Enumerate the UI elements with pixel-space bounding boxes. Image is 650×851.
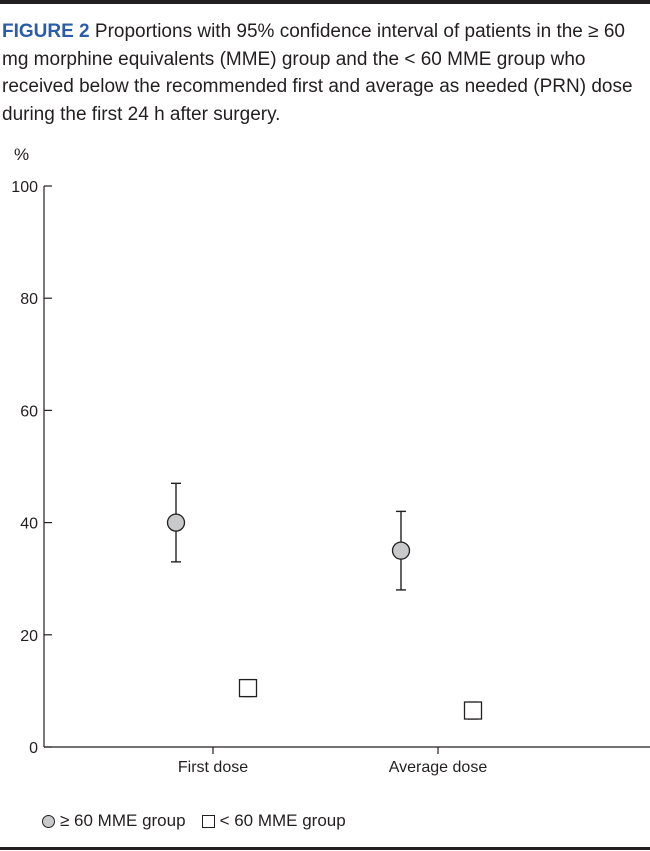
data-point-circle bbox=[391, 541, 411, 560]
y-tick-label: 100 bbox=[11, 179, 38, 196]
figure-caption: FIGURE 2 Proportions with 95% confidence… bbox=[2, 18, 648, 128]
y-tick-label: 60 bbox=[20, 403, 38, 420]
bottom-rule bbox=[0, 847, 650, 850]
y-tick-label: 80 bbox=[20, 291, 38, 308]
figure-label: FIGURE 2 bbox=[2, 21, 90, 42]
legend-label-lt60: < 60 MME group bbox=[219, 811, 346, 830]
legend-label-ge60: ≥ 60 MME group bbox=[60, 811, 186, 830]
y-axis-unit: % bbox=[14, 145, 30, 164]
circle-marker-icon bbox=[42, 814, 55, 828]
legend-item-ge60: ≥ 60 MME group bbox=[42, 811, 186, 831]
axes: 0 20 40 60 80 100 First dose Average dose bbox=[11, 179, 650, 776]
legend-item-lt60: < 60 MME group bbox=[201, 811, 346, 831]
y-tick-label: 20 bbox=[20, 628, 38, 645]
data-marks bbox=[166, 482, 483, 720]
x-tick-label: First dose bbox=[178, 759, 248, 776]
top-rule bbox=[0, 0, 650, 4]
y-tick-label: 40 bbox=[20, 516, 38, 533]
data-point-square bbox=[238, 678, 258, 698]
x-tick-label: Average dose bbox=[389, 759, 488, 776]
y-tick-label: 0 bbox=[29, 740, 38, 757]
caption-text: Proportions with 95% confidence interval… bbox=[2, 21, 633, 125]
data-point-square bbox=[463, 701, 483, 720]
chart-plot-area: 0 20 40 60 80 100 First dose Average dose bbox=[11, 179, 650, 776]
data-point-circle bbox=[166, 513, 186, 532]
legend: ≥ 60 MME group < 60 MME group bbox=[42, 811, 362, 831]
square-marker-icon bbox=[201, 814, 215, 828]
